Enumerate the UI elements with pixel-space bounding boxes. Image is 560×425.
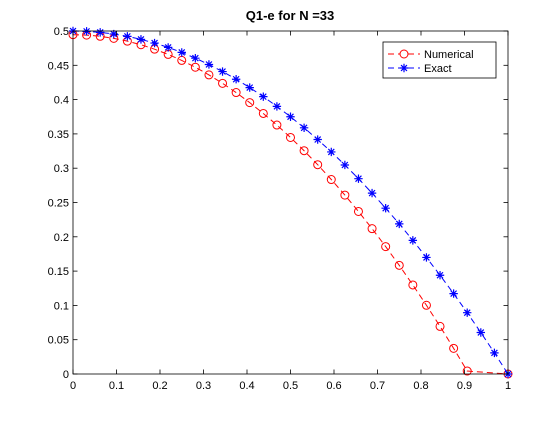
data-point-numerical — [190, 62, 200, 72]
y-tick-label: 0.3 — [54, 163, 69, 175]
data-point-exact — [272, 102, 282, 111]
data-point-exact — [463, 308, 472, 317]
x-tick-label: 0.8 — [413, 380, 428, 392]
plot-area — [73, 31, 508, 374]
data-point-numerical — [408, 280, 418, 290]
data-point-numerical — [394, 260, 404, 270]
data-point-exact — [340, 160, 350, 170]
data-point-exact — [395, 219, 404, 229]
series-numerical — [68, 30, 513, 379]
x-tick-label: 0.9 — [457, 380, 472, 392]
data-point-numerical — [462, 366, 472, 376]
data-point-numerical — [421, 300, 431, 310]
data-point-exact — [259, 92, 268, 101]
x-tick-label: 0.6 — [326, 380, 341, 392]
x-tick-label: 0.4 — [239, 380, 254, 392]
y-tick-label: 0.2 — [54, 232, 69, 244]
data-point-exact — [177, 48, 186, 57]
y-tick-label: 0.5 — [54, 26, 69, 38]
data-point-exact — [123, 32, 132, 41]
data-point-numerical — [340, 190, 350, 200]
data-point-exact — [95, 28, 105, 37]
x-tick-label: 0.5 — [283, 380, 298, 392]
data-point-exact — [163, 43, 173, 52]
data-point-exact — [422, 253, 431, 262]
data-point-numerical — [204, 70, 214, 80]
data-point-numerical — [435, 321, 445, 331]
data-point-exact — [245, 83, 254, 92]
data-point-numerical — [231, 88, 241, 98]
x-tick-label: 0.3 — [196, 380, 211, 392]
data-point-exact — [449, 289, 458, 298]
data-point-exact — [109, 29, 118, 39]
data-point-numerical — [218, 78, 228, 88]
data-point-exact — [381, 203, 390, 213]
x-tick-label: 0.7 — [370, 380, 385, 392]
data-point-numerical — [258, 108, 268, 118]
data-point-numerical — [299, 146, 309, 156]
y-tick-label: 0.4 — [54, 95, 69, 107]
data-point-exact — [327, 147, 336, 157]
x-tick-label: 1 — [505, 380, 511, 392]
y-tick-label: 0.05 — [48, 335, 69, 347]
legend-label: Exact — [424, 63, 452, 75]
y-tick-label: 0.25 — [48, 198, 69, 210]
y-tick-label: 0 — [63, 369, 69, 381]
data-point-numerical — [245, 98, 255, 108]
x-tick-label: 0 — [70, 380, 76, 392]
legend-entry-exact: Exact — [388, 63, 452, 75]
y-tick-label: 0.45 — [48, 60, 69, 72]
chart-title: Q1-e for N =33 — [246, 8, 335, 23]
data-point-exact — [191, 53, 200, 63]
data-point-exact — [476, 328, 486, 337]
data-point-exact — [136, 35, 146, 44]
data-point-numerical — [272, 120, 282, 130]
data-point-exact — [435, 271, 445, 280]
data-point-exact — [490, 348, 499, 358]
data-point-numerical — [326, 175, 336, 185]
data-point-numerical — [449, 343, 459, 353]
data-point-exact — [150, 38, 159, 48]
legend-entry-numerical: Numerical — [388, 49, 474, 61]
data-point-exact — [299, 123, 309, 132]
legend-marker-asterisk — [399, 63, 409, 73]
data-point-numerical — [367, 224, 377, 234]
series-line-exact — [72, 30, 509, 375]
data-point-exact — [204, 60, 214, 69]
x-tick-label: 0.2 — [152, 380, 167, 392]
legend-marker-circle — [399, 49, 409, 59]
legend-box — [382, 41, 497, 79]
x-tick-label: 0.1 — [109, 380, 124, 392]
legend: Numerical Exact — [382, 41, 497, 79]
data-point-exact — [408, 236, 418, 245]
legend-label: Numerical — [424, 49, 474, 61]
y-tick-label: 0.15 — [48, 266, 69, 278]
data-point-exact — [313, 135, 322, 144]
data-point-numerical — [353, 206, 363, 216]
data-point-numerical — [286, 132, 295, 142]
data-point-exact — [367, 188, 377, 198]
data-point-numerical — [313, 160, 323, 170]
series-exact — [68, 26, 513, 379]
data-point-exact — [286, 112, 295, 121]
data-point-exact — [354, 174, 363, 183]
y-tick-label: 0.35 — [48, 129, 69, 141]
y-tick-label: 0.1 — [54, 300, 69, 312]
data-point-exact — [218, 67, 227, 76]
data-point-numerical — [381, 242, 391, 252]
data-point-exact — [231, 75, 241, 84]
